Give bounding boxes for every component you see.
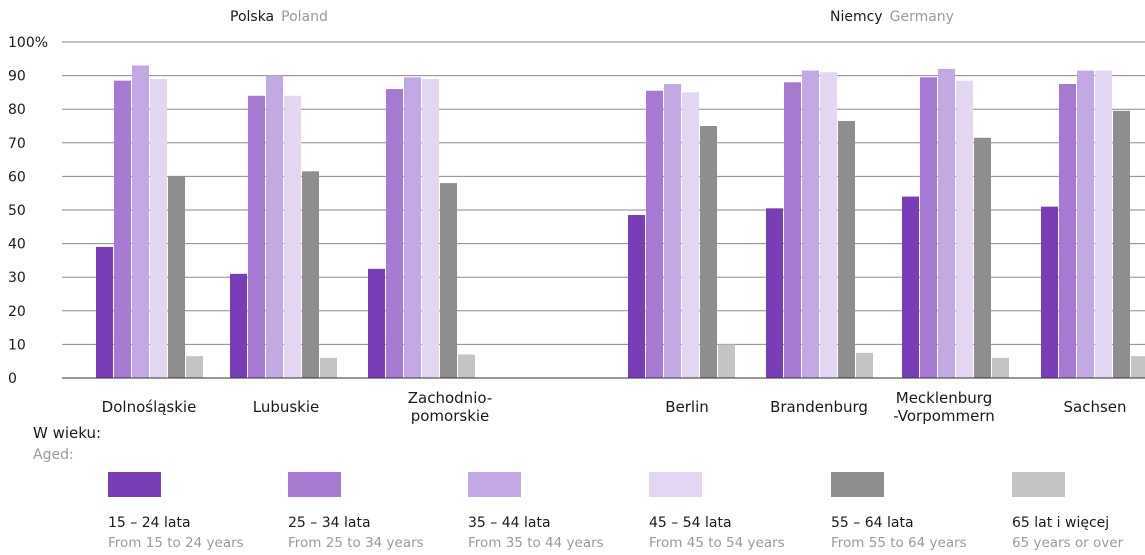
bar xyxy=(920,77,937,378)
y-tick-label: 100% xyxy=(8,35,48,51)
legend-swatch xyxy=(468,472,521,497)
bar xyxy=(992,357,1009,378)
legend-swatch xyxy=(1012,472,1065,497)
bar xyxy=(1131,356,1145,378)
bar xyxy=(628,215,645,378)
bar xyxy=(114,80,131,378)
bar xyxy=(404,77,421,378)
bar xyxy=(284,95,301,378)
group-header-germany: Niemcy Germany xyxy=(830,9,954,25)
y-tick-label: 0 xyxy=(8,371,17,387)
legend-title: W wieku: xyxy=(33,424,101,442)
legend-swatch xyxy=(831,472,884,497)
legend-swatch xyxy=(108,472,161,497)
legend-subtitle: Aged: xyxy=(33,447,74,463)
bar xyxy=(168,176,185,378)
legend-swatch xyxy=(649,472,702,497)
bar xyxy=(1059,84,1076,378)
bar xyxy=(458,354,475,378)
x-category-label: Mecklenburg xyxy=(896,389,992,407)
group-header-poland: Polska Poland xyxy=(230,9,328,25)
bar xyxy=(902,196,919,378)
bar xyxy=(320,357,337,378)
bar xyxy=(682,92,699,379)
bar xyxy=(386,89,403,378)
x-category-label: Sachsen xyxy=(1063,398,1126,416)
bar xyxy=(1077,70,1094,378)
bar xyxy=(938,68,955,378)
x-category-label: Brandenburg xyxy=(770,398,868,416)
legend-label: 45 – 54 lata xyxy=(649,515,732,531)
y-tick-label: 20 xyxy=(8,304,26,320)
x-category-label: -Vorpommern xyxy=(893,407,995,425)
x-category-label: Dolnośląskie xyxy=(102,398,197,416)
bar xyxy=(664,84,681,378)
bar xyxy=(440,183,457,378)
y-tick-label: 60 xyxy=(8,169,26,185)
bar xyxy=(784,82,801,378)
bar xyxy=(820,72,837,379)
bar xyxy=(1113,110,1130,378)
bar xyxy=(186,356,203,378)
bar xyxy=(1041,206,1058,378)
bar xyxy=(150,78,167,379)
y-tick-label: 90 xyxy=(8,69,26,85)
bar xyxy=(956,80,973,378)
bar xyxy=(802,70,819,378)
legend-label: 55 – 64 lata xyxy=(831,515,914,531)
bar xyxy=(266,75,283,378)
legend-sublabel: From 15 to 24 years xyxy=(108,535,244,551)
x-axis-categories: Dolnośląskie Lubuskie Zachodnio-pomorskie B… xyxy=(102,389,1127,425)
legend-sublabel: 65 years or over xyxy=(1012,535,1124,551)
bar xyxy=(646,90,663,378)
bar xyxy=(700,126,717,378)
y-tick-label: 70 xyxy=(8,136,26,152)
legend: 15 – 24 lata From 15 to 24 years 25 – 34 l… xyxy=(108,472,1124,551)
legend-sublabel: From 25 to 34 years xyxy=(288,535,424,551)
bar xyxy=(248,95,265,378)
y-tick-label: 30 xyxy=(8,270,26,286)
bar xyxy=(718,344,735,378)
x-category-label: Berlin xyxy=(665,398,709,416)
x-category-label: Zachodnio- xyxy=(408,389,492,407)
bar xyxy=(1095,70,1112,378)
y-tick-label: 40 xyxy=(8,237,26,253)
legend-label: 15 – 24 lata xyxy=(108,515,191,531)
y-tick-label: 80 xyxy=(8,102,26,118)
bar xyxy=(838,120,855,379)
legend-label: 35 – 44 lata xyxy=(468,515,551,531)
legend-sublabel: From 35 to 44 years xyxy=(468,535,604,551)
y-tick-label: 50 xyxy=(8,203,26,219)
x-category-label: Lubuskie xyxy=(253,398,320,416)
bar xyxy=(302,171,319,378)
legend-sublabel: From 45 to 54 years xyxy=(649,535,785,551)
bar xyxy=(422,78,439,379)
bar xyxy=(856,352,873,378)
bar xyxy=(96,246,113,378)
y-tick-label: 10 xyxy=(8,337,26,353)
x-category-label: pomorskie xyxy=(411,407,490,425)
bar xyxy=(132,65,149,379)
bar xyxy=(766,208,783,378)
bar xyxy=(974,137,991,378)
legend-label: 65 lat i więcej xyxy=(1012,515,1109,531)
legend-swatch xyxy=(288,472,341,497)
legend-sublabel: From 55 to 64 years xyxy=(831,535,967,551)
bar xyxy=(368,268,385,378)
bars xyxy=(96,65,1145,379)
legend-label: 25 – 34 lata xyxy=(288,515,371,531)
bar xyxy=(230,273,247,378)
y-axis-ticks: 0 10 20 30 40 50 60 70 80 90 100% xyxy=(8,35,48,387)
